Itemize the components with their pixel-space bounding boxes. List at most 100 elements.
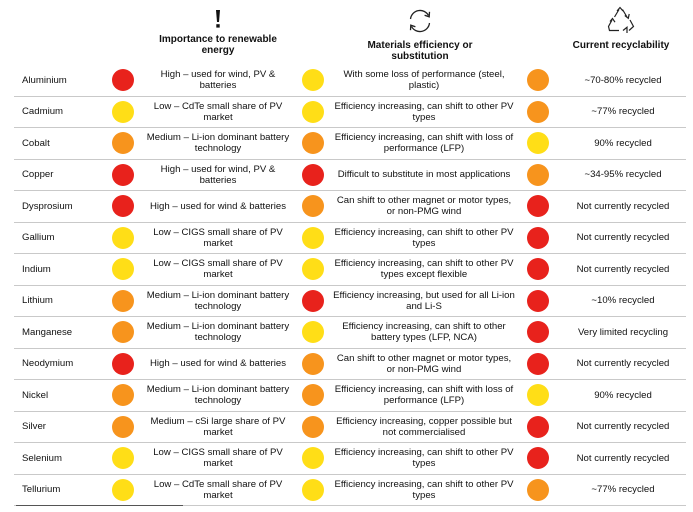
importance-indicator-cell [103, 411, 143, 443]
importance-indicator [112, 258, 134, 281]
substitution-indicator-cell [293, 159, 333, 191]
importance-indicator [112, 132, 134, 155]
importance-indicator-cell [103, 474, 143, 506]
substitution-text: Efficiency increasing, copper possible b… [333, 411, 515, 443]
substitution-indicator-cell [293, 285, 333, 317]
recyclability-text: ~77% recycled [560, 96, 686, 128]
table-row: Copper High – used for wind, PV & batteri… [14, 159, 686, 191]
importance-text: High – used for wind & batteries [143, 348, 293, 380]
importance-indicator-cell [103, 379, 143, 412]
recyclability-text: Very limited recycling [560, 316, 686, 349]
recyclability-text: 90% recycled [560, 379, 686, 412]
importance-text: Low – CIGS small share of PV market [143, 253, 293, 286]
table-row: Lithium Medium – Li-ion dominant battery … [14, 285, 686, 317]
importance-text: High – used for wind & batteries [143, 190, 293, 223]
table-row: Manganese Medium – Li-ion dominant batter… [14, 316, 686, 349]
substitution-indicator [302, 321, 324, 344]
importance-header: Importance to renewable energy [159, 34, 277, 56]
exclamation-icon [216, 10, 220, 28]
importance-indicator [112, 478, 134, 501]
table-row: Silver Medium – cSi large share of PV mar… [14, 411, 686, 443]
importance-indicator [112, 226, 134, 249]
recyclability-indicator-cell [515, 285, 560, 317]
substitution-text: Difficult to substitute in most applicat… [333, 159, 515, 191]
recyclability-indicator-cell [515, 348, 560, 380]
material-name: Dysprosium [14, 190, 103, 223]
importance-indicator [112, 415, 134, 438]
recyclability-indicator [526, 384, 549, 407]
substitution-text: Efficiency increasing, but used for all … [333, 285, 515, 317]
importance-indicator-cell [103, 65, 143, 97]
table-row: Gallium Low – CIGS small share of PV mark… [14, 222, 686, 254]
recycle-icon [607, 6, 635, 33]
table-row: Cobalt Medium – Li-ion dominant battery t… [14, 127, 686, 160]
recyclability-header: Current recyclability [572, 40, 670, 51]
substitution-text: Can shift to other magnet or motor types… [333, 348, 515, 380]
material-name: Silver [14, 411, 103, 443]
importance-indicator [112, 352, 134, 375]
substitution-indicator [302, 195, 324, 218]
importance-text: Low – CIGS small share of PV market [143, 222, 293, 254]
material-name: Cobalt [14, 127, 103, 160]
substitution-indicator-cell [293, 442, 333, 475]
substitution-indicator [302, 69, 324, 92]
table-row: Neodymium High – used for wind & batterie… [14, 348, 686, 380]
recyclability-text: ~34-95% recycled [560, 159, 686, 191]
material-name: Copper [14, 159, 103, 191]
material-name: Tellurium [14, 474, 103, 506]
substitution-indicator [302, 163, 324, 186]
materials-table: Aluminium High – used for wind, PV & batt… [14, 65, 686, 506]
recyclability-indicator-cell [515, 222, 560, 254]
footnote-divider [16, 505, 183, 506]
recyclability-indicator-cell [515, 127, 560, 160]
refresh-arrows-icon [409, 9, 431, 33]
substitution-indicator [302, 289, 324, 312]
recyclability-indicator [526, 69, 549, 92]
substitution-indicator-cell [293, 411, 333, 443]
recyclability-indicator-cell [515, 411, 560, 443]
importance-text: Medium – Li-ion dominant battery technol… [143, 127, 293, 160]
material-name: Nickel [14, 379, 103, 412]
importance-text: Low – CdTe small share of PV market [143, 474, 293, 506]
table-row: Tellurium Low – CdTe small share of PV ma… [14, 474, 686, 506]
substitution-text: Efficiency increasing, can shift to othe… [333, 474, 515, 506]
recyclability-indicator [526, 258, 549, 281]
importance-text: Medium – Li-ion dominant battery technol… [143, 316, 293, 349]
substitution-text: Efficiency increasing, can shift to othe… [333, 253, 515, 286]
recyclability-indicator-cell [515, 379, 560, 412]
table-row: Nickel Medium – Li-ion dominant battery t… [14, 379, 686, 412]
table-row: Cadmium Low – CdTe small share of PV mark… [14, 96, 686, 128]
importance-indicator-cell [103, 127, 143, 160]
substitution-indicator-cell [293, 379, 333, 412]
substitution-indicator-cell [293, 190, 333, 223]
table-row: Indium Low – CIGS small share of PV marke… [14, 253, 686, 286]
importance-indicator-cell [103, 316, 143, 349]
recyclability-text: Not currently recycled [560, 253, 686, 286]
substitution-indicator [302, 415, 324, 438]
substitution-indicator [302, 226, 324, 249]
substitution-indicator-cell [293, 65, 333, 97]
substitution-indicator [302, 258, 324, 281]
importance-text: Medium – Li-ion dominant battery technol… [143, 285, 293, 317]
substitution-indicator [302, 478, 324, 501]
recyclability-indicator [526, 447, 549, 470]
recyclability-text: ~10% recycled [560, 285, 686, 317]
substitution-indicator-cell [293, 127, 333, 160]
material-name: Gallium [14, 222, 103, 254]
recyclability-indicator [526, 132, 549, 155]
material-name: Cadmium [14, 96, 103, 128]
recyclability-text: Not currently recycled [560, 411, 686, 443]
recyclability-text: 90% recycled [560, 127, 686, 160]
recyclability-indicator-cell [515, 316, 560, 349]
importance-indicator [112, 163, 134, 186]
substitution-text: Efficiency increasing, can shift to othe… [333, 316, 515, 349]
recyclability-indicator [526, 321, 549, 344]
material-name: Selenium [14, 442, 103, 475]
recyclability-indicator-cell [515, 190, 560, 223]
materials-table-body: Aluminium High – used for wind, PV & batt… [14, 65, 686, 506]
importance-indicator [112, 100, 134, 123]
substitution-indicator [302, 447, 324, 470]
importance-text: Medium – cSi large share of PV market [143, 411, 293, 443]
importance-indicator [112, 321, 134, 344]
importance-text: Low – CIGS small share of PV market [143, 442, 293, 475]
